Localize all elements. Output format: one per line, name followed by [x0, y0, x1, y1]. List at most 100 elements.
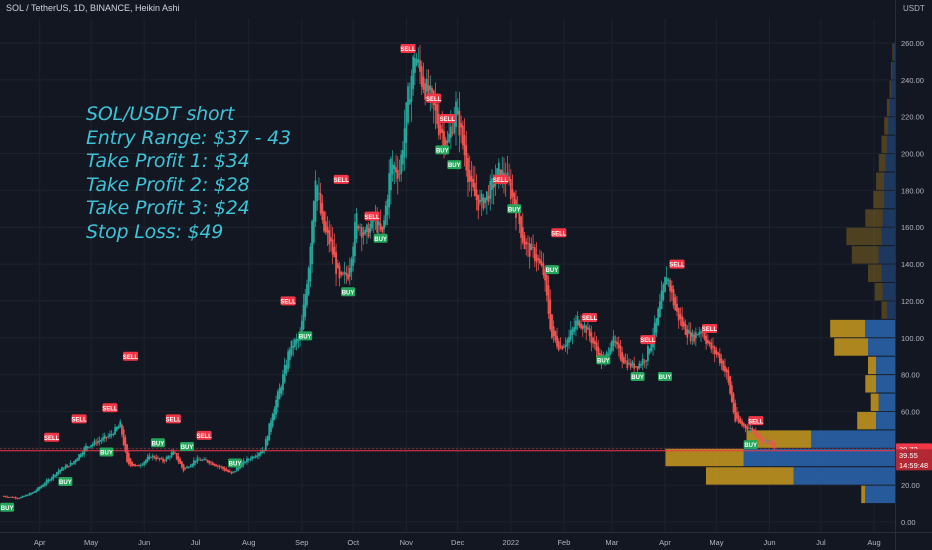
volume-profile-value-bar [882, 283, 895, 301]
candle-body [323, 211, 325, 232]
sell-signal-label: SELL [71, 414, 87, 423]
candle-body [398, 173, 401, 175]
candle-body [492, 184, 495, 189]
candle-body [379, 223, 382, 230]
x-tick-label: Feb [557, 538, 570, 547]
candle-body [420, 66, 423, 87]
candle-body [419, 60, 421, 72]
sell-signal-label: SELL [44, 432, 60, 442]
sell-signal-label: SELL [364, 211, 380, 221]
candle-body [441, 128, 444, 133]
candle-body [271, 413, 274, 427]
candle-body [304, 293, 307, 317]
volume-profile-value-bar [889, 98, 895, 117]
candle-body [314, 180, 317, 222]
candle-body [57, 470, 60, 475]
volume-profile-bar [665, 448, 744, 467]
buy-signal-label: BUY [341, 287, 356, 296]
signal-text: BUY [152, 441, 165, 447]
candle-body [127, 453, 130, 464]
candle-body [244, 461, 247, 463]
candle-body [528, 243, 531, 257]
candle-body [162, 458, 164, 462]
candle-body [107, 435, 110, 438]
candle-body [388, 173, 391, 208]
volume-profile-bar [873, 190, 885, 209]
buy-signal-label: BUY [447, 160, 462, 170]
candle-body [715, 350, 718, 355]
sell-signal-label: SELL [196, 430, 212, 440]
candle-body [9, 496, 12, 498]
candle-body [461, 125, 464, 146]
candle-body [33, 491, 36, 493]
candle-body [340, 271, 343, 275]
signal-text: SELL [440, 117, 456, 123]
annotation-line: Take Profit 3: $24 [86, 197, 250, 219]
candle-body [21, 495, 24, 498]
candle-body [467, 157, 469, 183]
candle-body [443, 130, 445, 149]
candle-body [566, 339, 569, 347]
candle-body [354, 222, 356, 257]
x-tick-label: Aug [867, 538, 880, 547]
candle-body [294, 339, 296, 347]
candle-body [446, 140, 449, 144]
candle-body [477, 194, 480, 211]
volume-profile-value-bar [882, 209, 895, 227]
annotation-line: Stop Loss: $49 [86, 220, 224, 243]
candle-body [211, 462, 214, 466]
candle-body [748, 428, 750, 429]
x-tick-label: Mar [605, 538, 618, 547]
candle-body [732, 393, 735, 413]
candle-body [643, 361, 646, 363]
signal-badge [439, 114, 455, 124]
volume-profile-bar [846, 227, 882, 246]
signal-badge [640, 335, 656, 345]
candle-body [569, 330, 572, 340]
candle-body [342, 273, 344, 275]
volume-profile-value-bar [890, 80, 895, 98]
candle-body [333, 247, 336, 258]
volume-profile-value-bar [881, 227, 895, 246]
candle-body [43, 483, 46, 486]
candle-body [273, 408, 276, 421]
candle-body [749, 428, 752, 429]
candle-body [66, 464, 69, 468]
candle-body [64, 466, 67, 469]
buy-signal-label: BUY [544, 265, 559, 274]
candle-body [751, 428, 754, 432]
candle-body [249, 459, 252, 460]
signal-badge [165, 414, 181, 424]
candle-body [575, 320, 577, 330]
signal-badge [298, 331, 313, 341]
signal-badge [71, 414, 87, 424]
candle-body [532, 247, 534, 248]
signal-badge [447, 160, 462, 170]
candle-body [758, 435, 761, 439]
candle-body [468, 169, 471, 182]
candle-body [378, 221, 380, 226]
candle-body [4, 496, 7, 498]
candle-body [81, 452, 84, 456]
candle-body [557, 341, 560, 351]
candle-body [744, 424, 747, 429]
volume-profile-bar [876, 172, 885, 190]
volume-profile-value-bar [886, 301, 895, 319]
candle-body [720, 358, 723, 364]
candle-body [25, 494, 27, 497]
candle-body [288, 349, 291, 361]
candle-body [391, 164, 394, 175]
candle-body [199, 459, 202, 461]
candle-body [335, 252, 337, 274]
candle-body [343, 271, 346, 274]
signal-badge [658, 371, 673, 381]
candle-body [487, 195, 490, 202]
candle-body [19, 497, 22, 499]
y-tick-label: 180.00 [901, 186, 924, 195]
currency-label: USDT [903, 4, 925, 13]
candle-body [727, 370, 730, 383]
volume-profile-value-bar [884, 172, 895, 190]
candle-body [103, 435, 106, 439]
candle-body [629, 363, 632, 368]
